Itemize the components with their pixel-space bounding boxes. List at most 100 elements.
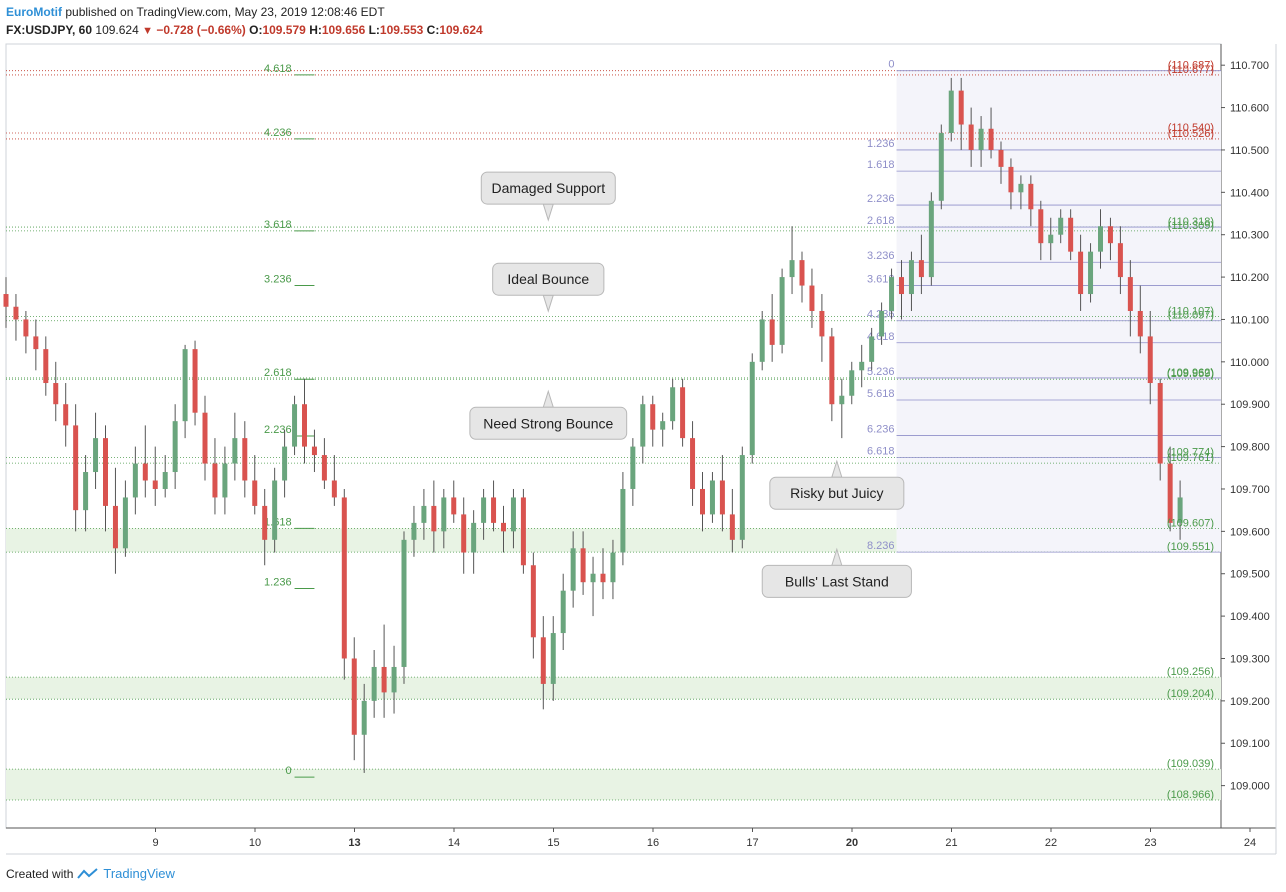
x-tick-label: 15 — [547, 837, 559, 849]
candle-body — [461, 514, 467, 553]
callout-box — [761, 564, 912, 598]
candle-body — [948, 90, 954, 133]
y-tick-label: 110.000 — [1230, 357, 1269, 369]
candle-body — [311, 446, 317, 456]
candle-body — [749, 361, 755, 456]
x-tick-label: 20 — [846, 837, 858, 849]
fib-right-label: 2.236 — [867, 193, 895, 205]
candle-body — [103, 438, 108, 506]
footer: Created with TradingView — [6, 866, 175, 881]
callout-label: Bulls' Last Stand — [785, 573, 889, 589]
fib-extension-area — [896, 70, 1221, 553]
candle-body — [889, 277, 895, 311]
price-level-label: (110.677) — [1168, 64, 1214, 76]
candle-body — [620, 488, 626, 553]
candle-body — [391, 666, 397, 693]
x-tick-label: 9 — [152, 837, 158, 849]
low-label: L: — [368, 23, 380, 37]
y-tick-label: 109.300 — [1230, 653, 1270, 665]
callout-label: Need Strong Bounce — [483, 415, 613, 431]
candle-body — [172, 421, 178, 473]
low-value: 109.553 — [379, 23, 424, 37]
candle-body — [988, 128, 994, 150]
candle-body — [550, 633, 556, 684]
y-tick-label: 109.000 — [1230, 781, 1270, 793]
price-level-label: (110.687) — [1168, 60, 1214, 72]
candle-body — [829, 336, 835, 405]
high-value: 109.656 — [321, 23, 366, 37]
fib-left-label: 4.236 — [264, 127, 292, 139]
candle-body — [1068, 217, 1074, 252]
candle-body — [142, 463, 148, 481]
callout-label: Risky but Juicy — [790, 485, 883, 501]
callout-box — [492, 262, 605, 296]
candle-body — [1038, 209, 1044, 244]
price-level-label: (110.526) — [1168, 128, 1214, 140]
price-level-label: (109.959) — [1167, 368, 1214, 380]
callout-pointer — [831, 459, 843, 478]
candle-body — [491, 497, 497, 523]
price-level-label: (109.039) — [1167, 758, 1214, 770]
publish-line: EuroMotif published on TradingView.com, … — [6, 5, 385, 19]
candle-body — [282, 446, 288, 481]
candle-body — [232, 438, 238, 464]
candle-body — [1098, 226, 1103, 252]
y-tick-label: 109.100 — [1230, 738, 1270, 750]
publisher-name[interactable]: EuroMotif — [6, 5, 62, 19]
tradingview-logo-icon — [77, 867, 99, 879]
price-change: −0.728 (−0.66%) — [156, 23, 246, 37]
fib-left-label: 4.618 — [264, 63, 292, 75]
fib-left-label: 1.618 — [264, 516, 292, 528]
candle-body — [1147, 336, 1153, 384]
price-level-label: (109.204) — [1167, 688, 1214, 700]
candle-body — [262, 505, 268, 540]
candle-body — [590, 573, 596, 583]
candle-body — [371, 666, 377, 701]
candle-body — [361, 700, 367, 735]
candle-body — [1028, 183, 1034, 210]
candle-body — [501, 522, 506, 532]
candle-body — [839, 395, 845, 405]
down-triangle-icon: ▼ — [142, 25, 154, 37]
callout-pointer — [542, 294, 554, 313]
tradingview-brand[interactable]: TradingView — [103, 866, 175, 881]
candle-body — [998, 149, 1004, 167]
x-tick-label: 17 — [746, 837, 758, 849]
candle-body — [401, 539, 407, 667]
x-tick-label: 14 — [448, 837, 460, 849]
candle-body — [1117, 243, 1123, 278]
y-tick-label: 110.700 — [1230, 60, 1269, 72]
candle-body — [739, 455, 745, 540]
candle-body — [729, 514, 735, 540]
candle-body — [799, 260, 805, 286]
open-label: O: — [249, 23, 263, 37]
candle-body — [650, 404, 656, 430]
symbol-line: FX:USDJPY, 60 109.624 ▼ −0.728 (−0.66%) … — [6, 23, 483, 37]
fib-left-label: 0 — [285, 765, 291, 777]
y-tick-label: 109.400 — [1230, 611, 1270, 623]
candle-body — [202, 412, 208, 464]
candle-body — [560, 590, 566, 634]
price-level-label: (109.761) — [1167, 452, 1214, 464]
candle-body — [1008, 166, 1014, 193]
candle-body — [819, 310, 825, 337]
fib-left-label: 2.618 — [264, 367, 292, 379]
candle-body — [13, 306, 19, 320]
support-zone — [6, 769, 1221, 801]
candle-body — [93, 438, 99, 473]
candle-body — [182, 349, 188, 422]
candle-body — [132, 463, 138, 498]
candle-body — [809, 285, 815, 311]
candle-body — [968, 124, 974, 150]
candle-body — [918, 260, 924, 278]
callout-label: Ideal Bounce — [507, 271, 589, 287]
y-tick-label: 109.700 — [1230, 484, 1270, 496]
candle-body — [1048, 234, 1054, 244]
candle-body — [520, 497, 526, 566]
candle-body — [1137, 310, 1143, 337]
y-tick-label: 109.200 — [1230, 696, 1270, 708]
candle-body — [908, 260, 914, 295]
candle-body — [1018, 183, 1024, 193]
candle-body — [53, 383, 59, 405]
